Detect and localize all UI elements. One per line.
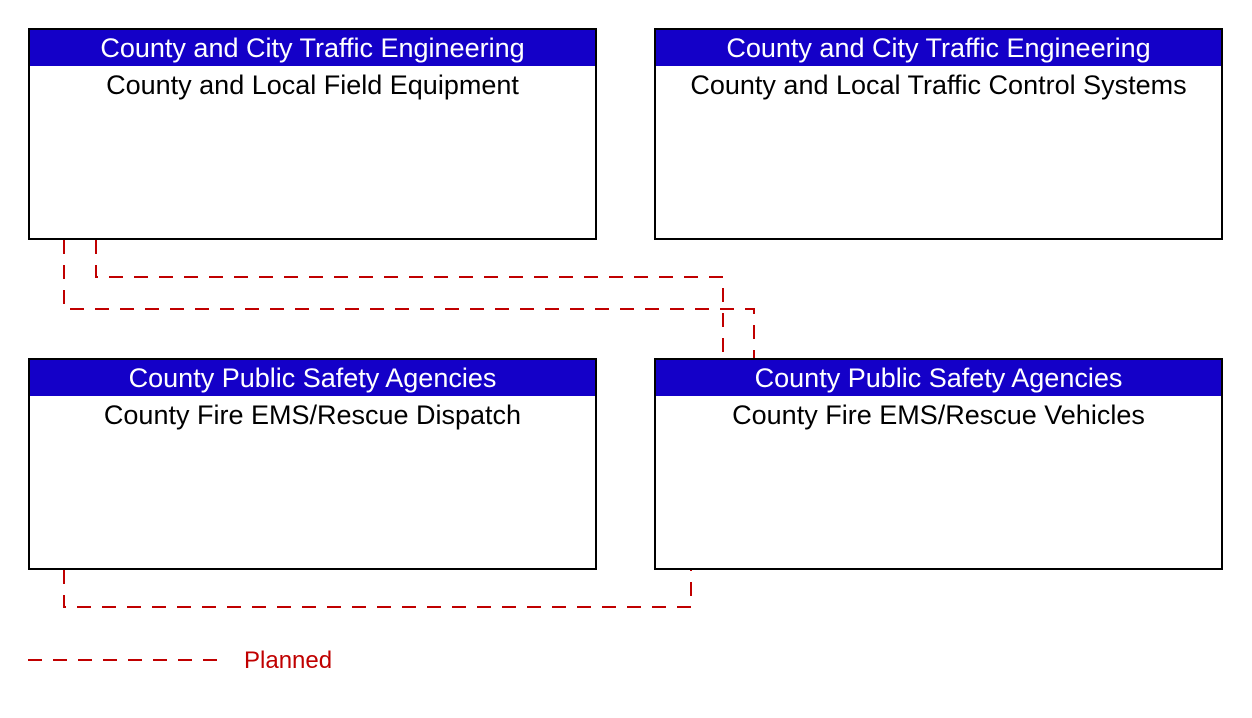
box-bottom-right: County Public Safety AgenciesCounty Fire… bbox=[654, 358, 1223, 570]
box-top-left-body: County and Local Field Equipment bbox=[30, 66, 595, 101]
legend-label-planned: Planned bbox=[244, 647, 332, 675]
box-bottom-right-header: County Public Safety Agencies bbox=[656, 360, 1221, 396]
box-bottom-left-body: County Fire EMS/Rescue Dispatch bbox=[30, 396, 595, 431]
box-top-left: County and City Traffic EngineeringCount… bbox=[28, 28, 597, 240]
box-bottom-left-header: County Public Safety Agencies bbox=[30, 360, 595, 396]
box-top-right: County and City Traffic EngineeringCount… bbox=[654, 28, 1223, 240]
edge-tl-br bbox=[96, 240, 723, 358]
box-top-right-header: County and City Traffic Engineering bbox=[656, 30, 1221, 66]
box-bottom-left: County Public Safety AgenciesCounty Fire… bbox=[28, 358, 597, 570]
box-bottom-right-body: County Fire EMS/Rescue Vehicles bbox=[656, 396, 1221, 431]
edge-bl-tr bbox=[64, 240, 754, 358]
box-top-right-body: County and Local Traffic Control Systems bbox=[656, 66, 1221, 101]
edge-bl-br bbox=[64, 570, 691, 607]
box-top-left-header: County and City Traffic Engineering bbox=[30, 30, 595, 66]
